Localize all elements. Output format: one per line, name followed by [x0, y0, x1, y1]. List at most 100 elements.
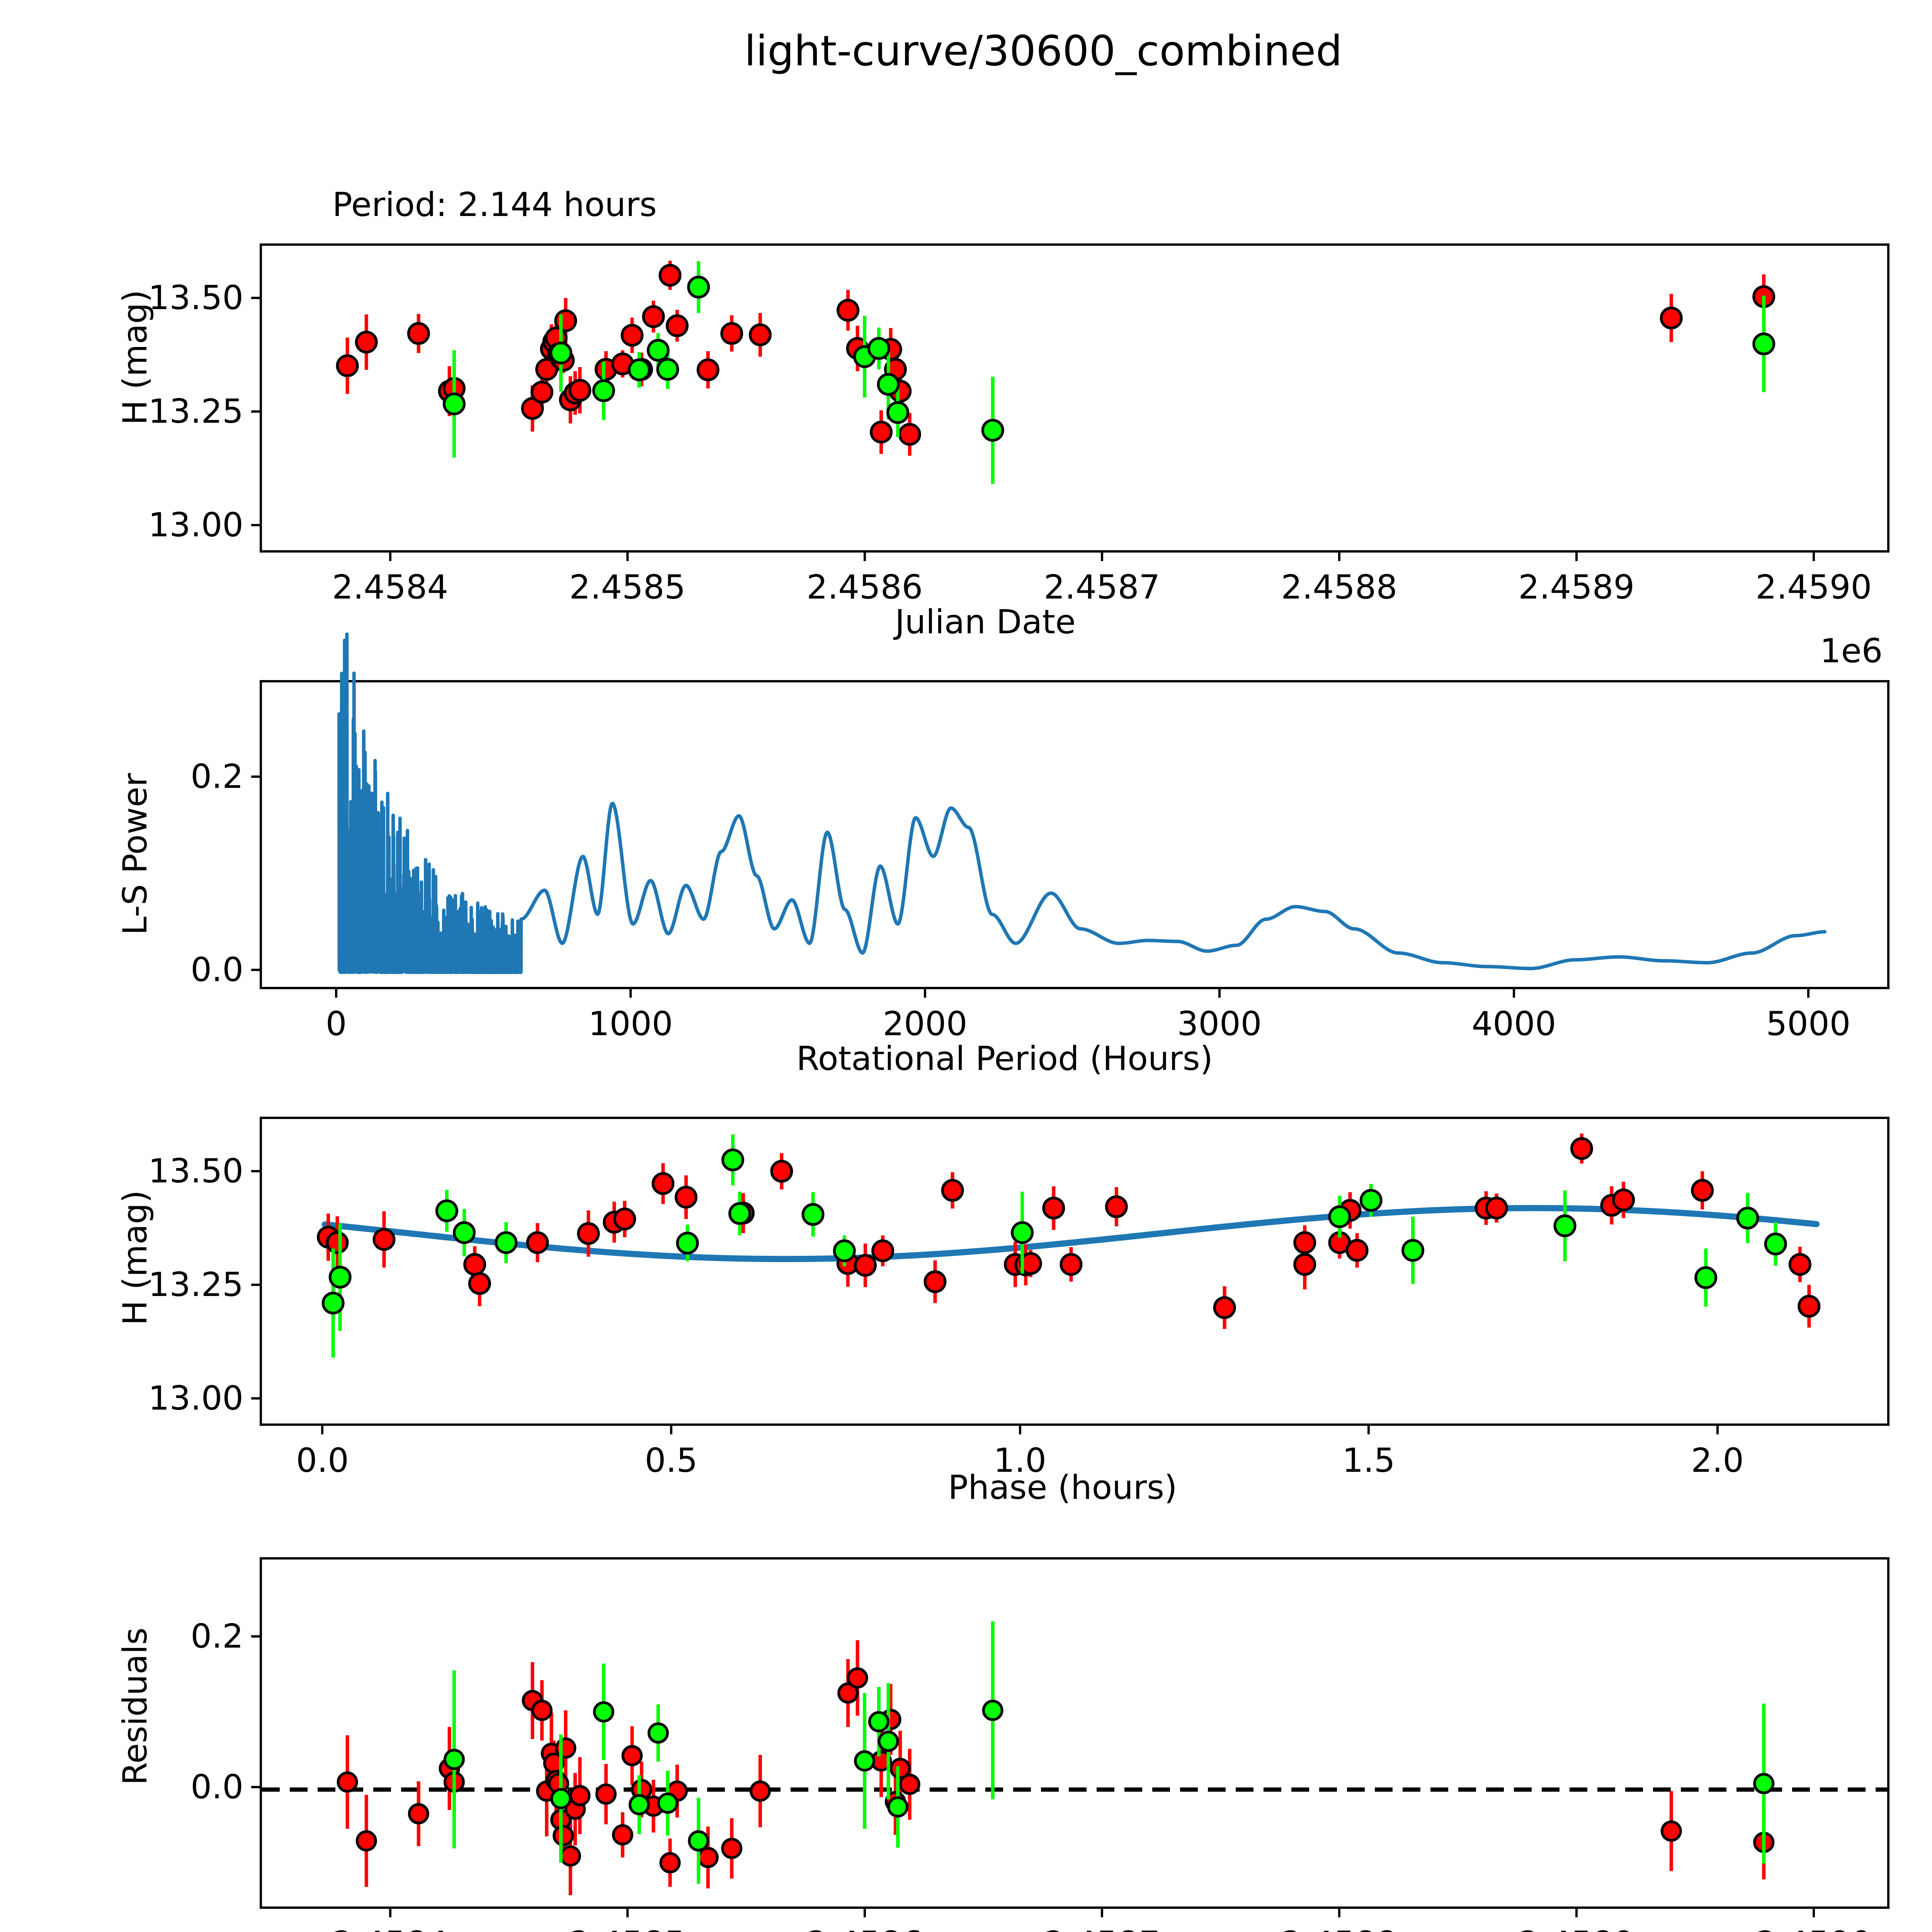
y-tick-label: 13.00	[148, 506, 243, 545]
data-point	[628, 358, 651, 381]
x-tick-mark	[626, 553, 629, 561]
x-tick-label: 0.5	[645, 1441, 698, 1480]
lightcurve-plot-area[interactable]	[260, 243, 1889, 553]
y-tick-mark	[251, 1284, 260, 1286]
data-point	[621, 324, 644, 347]
data-point	[468, 1272, 491, 1295]
data-point	[923, 1270, 947, 1293]
data-point	[837, 1682, 859, 1704]
x-tick-label: 1.0	[993, 1441, 1046, 1480]
data-point	[407, 322, 430, 345]
y-tick-label: 0.0	[190, 951, 243, 990]
data-point	[1359, 1189, 1383, 1212]
x-tick-label: 2.4589	[1518, 568, 1635, 607]
data-point	[442, 392, 466, 415]
data-point	[550, 1788, 572, 1810]
data-point	[770, 1160, 793, 1183]
x-tick-mark	[389, 553, 391, 561]
y-tick-mark	[251, 1397, 260, 1400]
data-point	[372, 1228, 396, 1251]
data-point	[1485, 1197, 1508, 1220]
data-point	[658, 264, 682, 287]
data-point	[647, 1722, 669, 1744]
y-tick-label: 13.25	[148, 392, 243, 431]
x-tick-mark	[1100, 1909, 1103, 1917]
data-point	[495, 1231, 518, 1254]
data-point	[1788, 1253, 1811, 1276]
data-point	[1293, 1253, 1316, 1276]
data-point	[1011, 1221, 1034, 1244]
data-point	[854, 1750, 876, 1772]
data-point	[646, 339, 670, 362]
x-tick-label: 1.5	[1342, 1441, 1395, 1480]
data-point	[628, 1794, 650, 1815]
data-point	[1764, 1232, 1787, 1255]
data-point	[560, 1845, 581, 1867]
data-point	[878, 1730, 899, 1752]
data-point	[435, 1199, 458, 1223]
x-tick-mark	[1716, 1426, 1719, 1434]
data-point	[720, 322, 743, 345]
data-point	[676, 1231, 699, 1255]
x-tick-label: 2.4590	[1755, 568, 1872, 607]
y-tick-mark	[251, 1635, 260, 1638]
y-tick-label: 13.50	[148, 1152, 243, 1191]
x-tick-label: 2.4588	[1281, 568, 1398, 607]
data-point	[886, 401, 910, 424]
phasefold-plot-area[interactable]	[260, 1117, 1889, 1426]
data-point	[1691, 1179, 1714, 1202]
data-point	[871, 1239, 895, 1262]
data-point	[549, 342, 573, 365]
data-point	[687, 276, 710, 299]
x-tick-label: 2.4587	[1044, 1924, 1160, 1932]
data-point	[443, 1748, 465, 1770]
x-tick-label: 0.0	[296, 1441, 349, 1480]
data-point	[748, 323, 772, 347]
data-point	[721, 1838, 743, 1859]
data-point	[321, 1291, 345, 1315]
data-point	[675, 1185, 698, 1209]
x-tick-mark	[1812, 553, 1815, 561]
data-point	[889, 1758, 911, 1779]
data-point	[1752, 332, 1776, 355]
data-point	[867, 337, 890, 360]
data-point	[1798, 1295, 1821, 1318]
residuals-plot-area[interactable]	[260, 1557, 1889, 1909]
y-tick-label: 0.2	[190, 757, 243, 796]
y-tick-label: 0.0	[190, 1768, 243, 1807]
data-point	[899, 1774, 920, 1795]
periodogram-ylabel: L-S Power	[116, 773, 155, 935]
x-tick-label: 2000	[883, 1005, 968, 1043]
x-tick-label: 2.4584	[332, 568, 449, 607]
data-point	[1401, 1239, 1424, 1262]
x-tick-label: 4000	[1471, 1005, 1556, 1043]
x-tick-mark	[335, 989, 338, 998]
data-point	[1694, 1266, 1718, 1289]
data-point	[592, 379, 615, 402]
x-tick-label: 2.4586	[806, 1924, 923, 1932]
data-point	[553, 1825, 574, 1846]
x-tick-label: 1000	[588, 1005, 673, 1043]
data-point	[1736, 1206, 1759, 1230]
x-tick-mark	[1812, 1909, 1815, 1917]
data-point	[355, 330, 378, 354]
data-point	[833, 1239, 856, 1262]
x-tick-label: 2.4589	[1518, 1924, 1634, 1932]
data-point	[721, 1148, 744, 1172]
data-point	[666, 314, 689, 337]
data-point	[452, 1221, 476, 1244]
x-tick-label: 2.4584	[332, 1924, 448, 1932]
x-tick-label: 2.4588	[1281, 1924, 1397, 1932]
y-tick-label: 0.2	[190, 1617, 243, 1656]
sinusoid-fit-line	[321, 1205, 1820, 1262]
data-point	[1753, 1773, 1775, 1794]
x-tick-label: 2.0	[1691, 1441, 1744, 1480]
y-tick-mark	[251, 776, 260, 778]
data-point	[854, 1254, 877, 1277]
data-point	[328, 1265, 352, 1289]
data-point	[1660, 1820, 1682, 1842]
data-point	[408, 1803, 429, 1825]
series-red-band	[316, 1133, 1821, 1329]
periodogram-plot-area[interactable]	[260, 632, 1889, 989]
data-point	[595, 1783, 617, 1805]
